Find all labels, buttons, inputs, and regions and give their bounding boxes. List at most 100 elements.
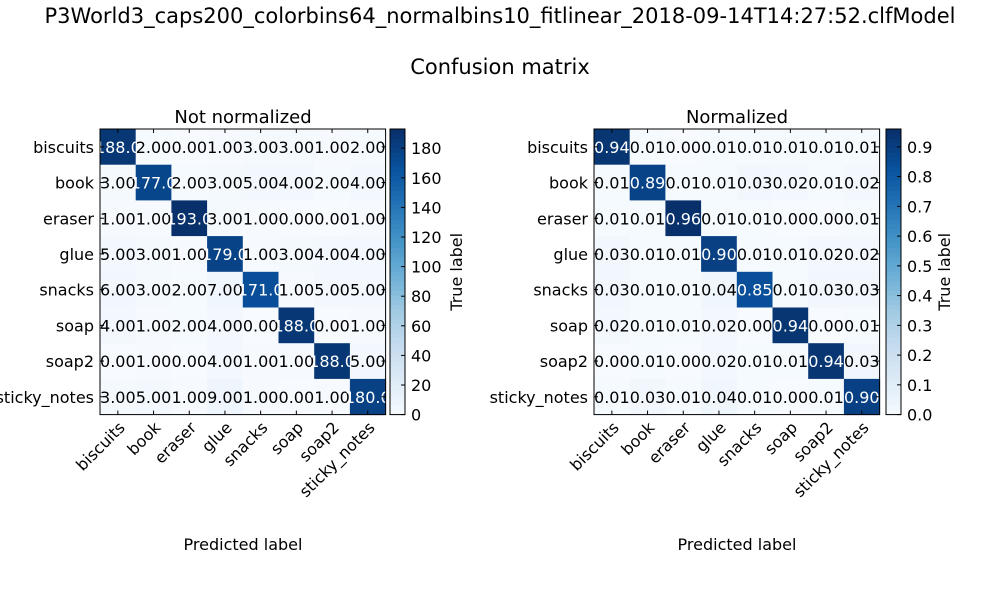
cell-value-label: 3.00: [136, 281, 172, 300]
heatmap-cell: [207, 378, 244, 416]
colorbar-segment: [886, 209, 901, 216]
cell-value-label: 7.00: [207, 281, 243, 300]
cell-value-label: 0.01: [630, 138, 666, 157]
colorbar-segment: [886, 214, 901, 221]
cell-value-label: 6.00: [100, 281, 136, 300]
heatmap-cell: [808, 343, 845, 380]
cell-value-label: 2.00: [136, 138, 172, 157]
heatmap-cell: [843, 378, 881, 416]
colorbar-segment: [886, 186, 901, 192]
y-tick-label: glue: [59, 245, 94, 264]
cell-value-label: 5.00: [136, 388, 172, 407]
heatmap-cell: [242, 129, 279, 166]
colorbar-segment: [886, 395, 901, 401]
cell-value-label: 4.00: [350, 245, 386, 264]
heatmap-cell: [772, 129, 809, 166]
colorbar-segment: [390, 276, 405, 282]
colorbar-tick-label: 100: [411, 258, 442, 277]
y-tick-label: soap: [550, 316, 588, 335]
heatmap-cell: [772, 307, 809, 344]
colorbar-segment: [390, 162, 405, 168]
cell-value-label: 4.00: [279, 174, 315, 193]
cell-value-label: 0.01: [630, 352, 666, 371]
colorbar-segment: [390, 271, 405, 278]
cell-value-label: 180.0: [345, 388, 391, 407]
cell-value-label: 1.00: [207, 138, 243, 157]
heatmap-cell: [843, 343, 881, 380]
heatmap-cell: [701, 200, 738, 237]
colorbar-segment: [886, 343, 901, 349]
heatmap-cell: [171, 200, 208, 237]
heatmap-cell: [314, 200, 351, 237]
cell-value-label: 1.00: [243, 245, 279, 264]
colorbar-segment: [886, 176, 901, 182]
colorbar-segment: [886, 319, 901, 325]
cell-value-label: 4.00: [350, 174, 386, 193]
colorbar-segment: [886, 129, 901, 135]
y-tick-label: glue: [553, 245, 588, 264]
heatmap-cell: [772, 343, 809, 380]
cell-value-label: 0.02: [773, 174, 809, 193]
heatmap-cell: [100, 271, 137, 308]
heatmap-cell: [100, 378, 137, 416]
heatmap-cell: [171, 378, 208, 416]
heatmap-cell: [100, 200, 137, 237]
heatmap-cell: [207, 200, 244, 237]
heatmap-cell: [314, 271, 351, 308]
colorbar-segment: [390, 400, 405, 406]
heatmap-cell: [314, 164, 351, 201]
colorbar-segment: [886, 347, 901, 354]
heatmap-cell: [665, 129, 702, 166]
x-axis-label: Predicted label: [678, 535, 797, 554]
cell-value-label: 0.01: [844, 316, 880, 335]
colorbar-tick-label: 40: [411, 346, 431, 365]
cell-value-label: 0.01: [630, 245, 666, 264]
y-tick-label: book: [55, 174, 95, 193]
colorbar-segment: [390, 371, 405, 378]
heatmap-cell: [843, 164, 881, 201]
heatmap-cell: [135, 236, 172, 273]
colorbar-segment: [886, 390, 901, 397]
cell-value-label: 3.00: [279, 138, 315, 157]
colorbar-segment: [390, 290, 405, 297]
heatmap-cell: [171, 307, 208, 344]
cell-value-label: 9.00: [207, 388, 243, 407]
cell-value-label: 0.00: [314, 209, 350, 228]
colorbar-tick-label: 0.9: [907, 138, 932, 157]
colorbar-segment: [886, 243, 901, 249]
y-tick-label: book: [549, 174, 589, 193]
cell-value-label: 0.01: [701, 209, 737, 228]
heatmap-cell: [349, 271, 387, 308]
cell-value-label: 0.01: [630, 209, 666, 228]
heatmap-cell: [278, 236, 315, 273]
cell-value-label: 0.90: [701, 245, 737, 264]
heatmap-cell: [629, 378, 666, 416]
colorbar-segment: [390, 362, 405, 368]
heatmap-cell: [207, 343, 244, 380]
heatmap-cell: [242, 378, 279, 416]
heatmap-cell: [242, 271, 279, 308]
colorbar-tick-label: 0.4: [907, 287, 932, 306]
cell-value-label: 0.00: [279, 388, 315, 407]
cell-value-label: 0.02: [701, 352, 737, 371]
heatmap-cell: [207, 129, 244, 166]
cell-value-label: 3.00: [207, 209, 243, 228]
colorbar-tick-label: 0.2: [907, 346, 932, 365]
colorbar-frame: [389, 128, 406, 416]
chart-title: Not normalized: [174, 107, 311, 128]
cell-value-label: 5.00: [350, 352, 386, 371]
heatmap-cell: [629, 129, 666, 166]
heatmap-cell: [843, 271, 881, 308]
cell-value-label: 2.00: [171, 316, 207, 335]
colorbar-segment: [390, 267, 405, 273]
colorbar-segment: [390, 328, 405, 335]
colorbar-segment: [390, 133, 405, 140]
colorbar-segment: [886, 152, 901, 159]
x-tick-label: biscuits: [566, 418, 623, 475]
cell-value-label: 3.00: [136, 245, 172, 264]
colorbar-segment: [390, 390, 405, 397]
colorbar-segment: [390, 200, 405, 206]
colorbar-segment: [390, 405, 405, 411]
colorbar-segment: [886, 157, 901, 163]
heatmap-cell: [736, 378, 773, 416]
